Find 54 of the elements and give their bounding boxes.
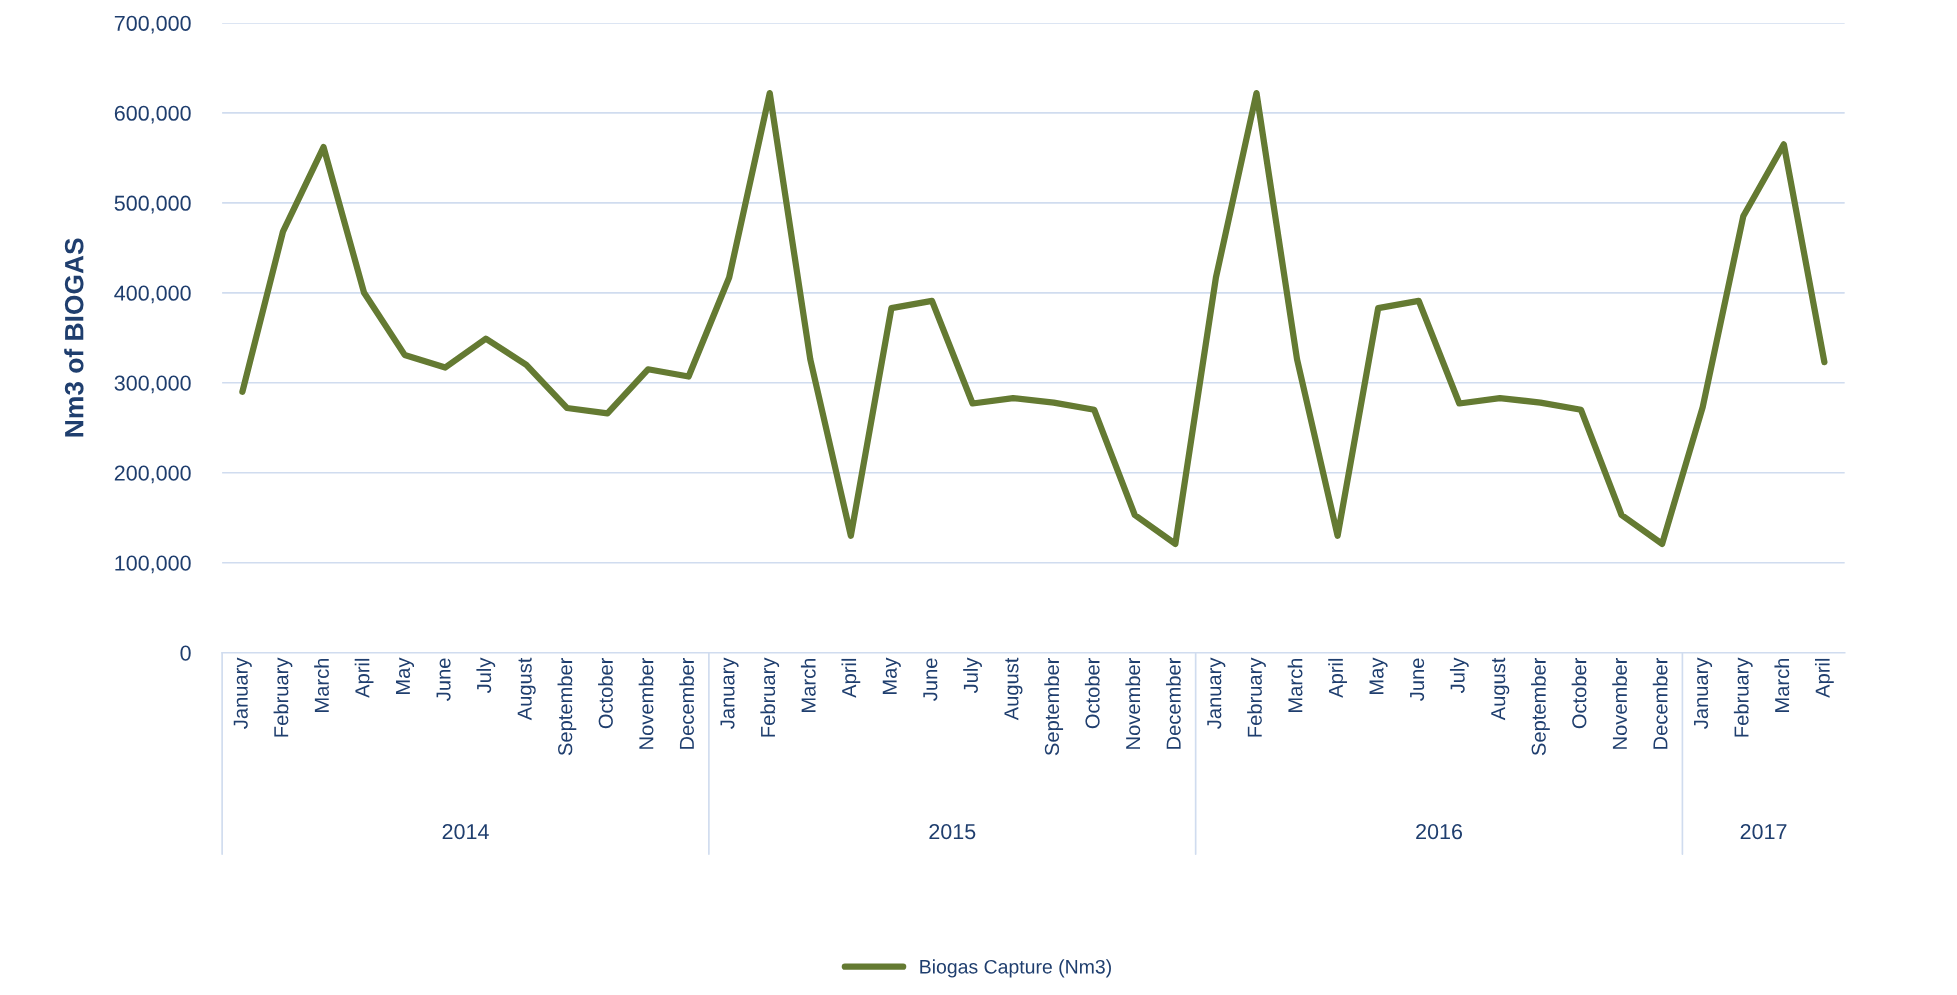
x-tick-label: March xyxy=(314,658,329,712)
x-tick-label: March xyxy=(1287,658,1303,712)
x-tick-label: March xyxy=(800,658,816,712)
y-tick-label: 500,000 xyxy=(114,195,191,214)
x-tick-label: September xyxy=(1531,657,1550,756)
x-tick-label: February xyxy=(760,657,780,737)
y-tick-label: 700,000 xyxy=(114,15,191,34)
y-tick-label: 0 xyxy=(180,645,191,661)
x-tick-label: October xyxy=(1084,657,1100,729)
x-tick-label: July xyxy=(476,657,496,694)
y-tick-label: 300,000 xyxy=(114,375,191,394)
x-tick-label: October xyxy=(1571,657,1587,729)
x-tick-label: November xyxy=(638,657,654,749)
x-tick-label: January xyxy=(720,657,739,729)
y-tick-label: 200,000 xyxy=(114,465,191,484)
x-tick-label: May xyxy=(396,657,415,694)
x-tick-label: June xyxy=(923,658,938,701)
x-tick-label: January xyxy=(1207,657,1226,729)
x-tick-label: June xyxy=(436,658,451,701)
y-tick-label: 600,000 xyxy=(114,105,191,124)
x-tick-label: February xyxy=(1247,657,1266,737)
x-tick-label: August xyxy=(517,657,536,721)
x-tick-label: April xyxy=(1815,658,1834,698)
y-axis-title: Nm3 of BIOGAS xyxy=(64,238,84,437)
x-tick-label: May xyxy=(882,657,901,694)
x-tick-label: September xyxy=(557,657,577,756)
x-tick-label: November xyxy=(1125,657,1141,749)
text: 2016 xyxy=(1416,824,1463,840)
text: 2015 xyxy=(929,824,976,840)
y-tick-label: 400,000 xyxy=(114,285,191,304)
x-tick-label: December xyxy=(1652,657,1668,749)
x-tick-label: December xyxy=(1165,657,1181,749)
x-tick-label: May xyxy=(1369,657,1388,694)
x-tick-label: October xyxy=(598,657,613,729)
x-tick-label: August xyxy=(1491,657,1510,721)
x-tick-label: July xyxy=(963,657,982,694)
x-tick-label: April xyxy=(354,658,374,698)
legend-label: Biogas Capture (Nm3) xyxy=(920,959,1111,978)
x-tick-label: April xyxy=(841,658,861,698)
x-tick-label: November xyxy=(1612,657,1627,749)
x-tick-label: January xyxy=(233,657,252,729)
x-tick-label: August xyxy=(1004,657,1023,721)
x-tick-label: February xyxy=(1733,657,1753,737)
text: 2014 xyxy=(442,824,489,840)
y-tick-label: 100,000 xyxy=(115,555,191,574)
x-tick-label: December xyxy=(679,657,695,749)
x-tick-label: July xyxy=(1449,657,1469,694)
x-tick-label: June xyxy=(1410,658,1425,701)
x-tick-label: January xyxy=(1694,657,1713,729)
x-tick-label: September xyxy=(1044,657,1064,756)
x-tick-label: April xyxy=(1328,658,1348,698)
text: 2017 xyxy=(1740,824,1787,840)
x-tick-label: February xyxy=(273,657,293,737)
x-tick-label: March xyxy=(1774,658,1790,712)
